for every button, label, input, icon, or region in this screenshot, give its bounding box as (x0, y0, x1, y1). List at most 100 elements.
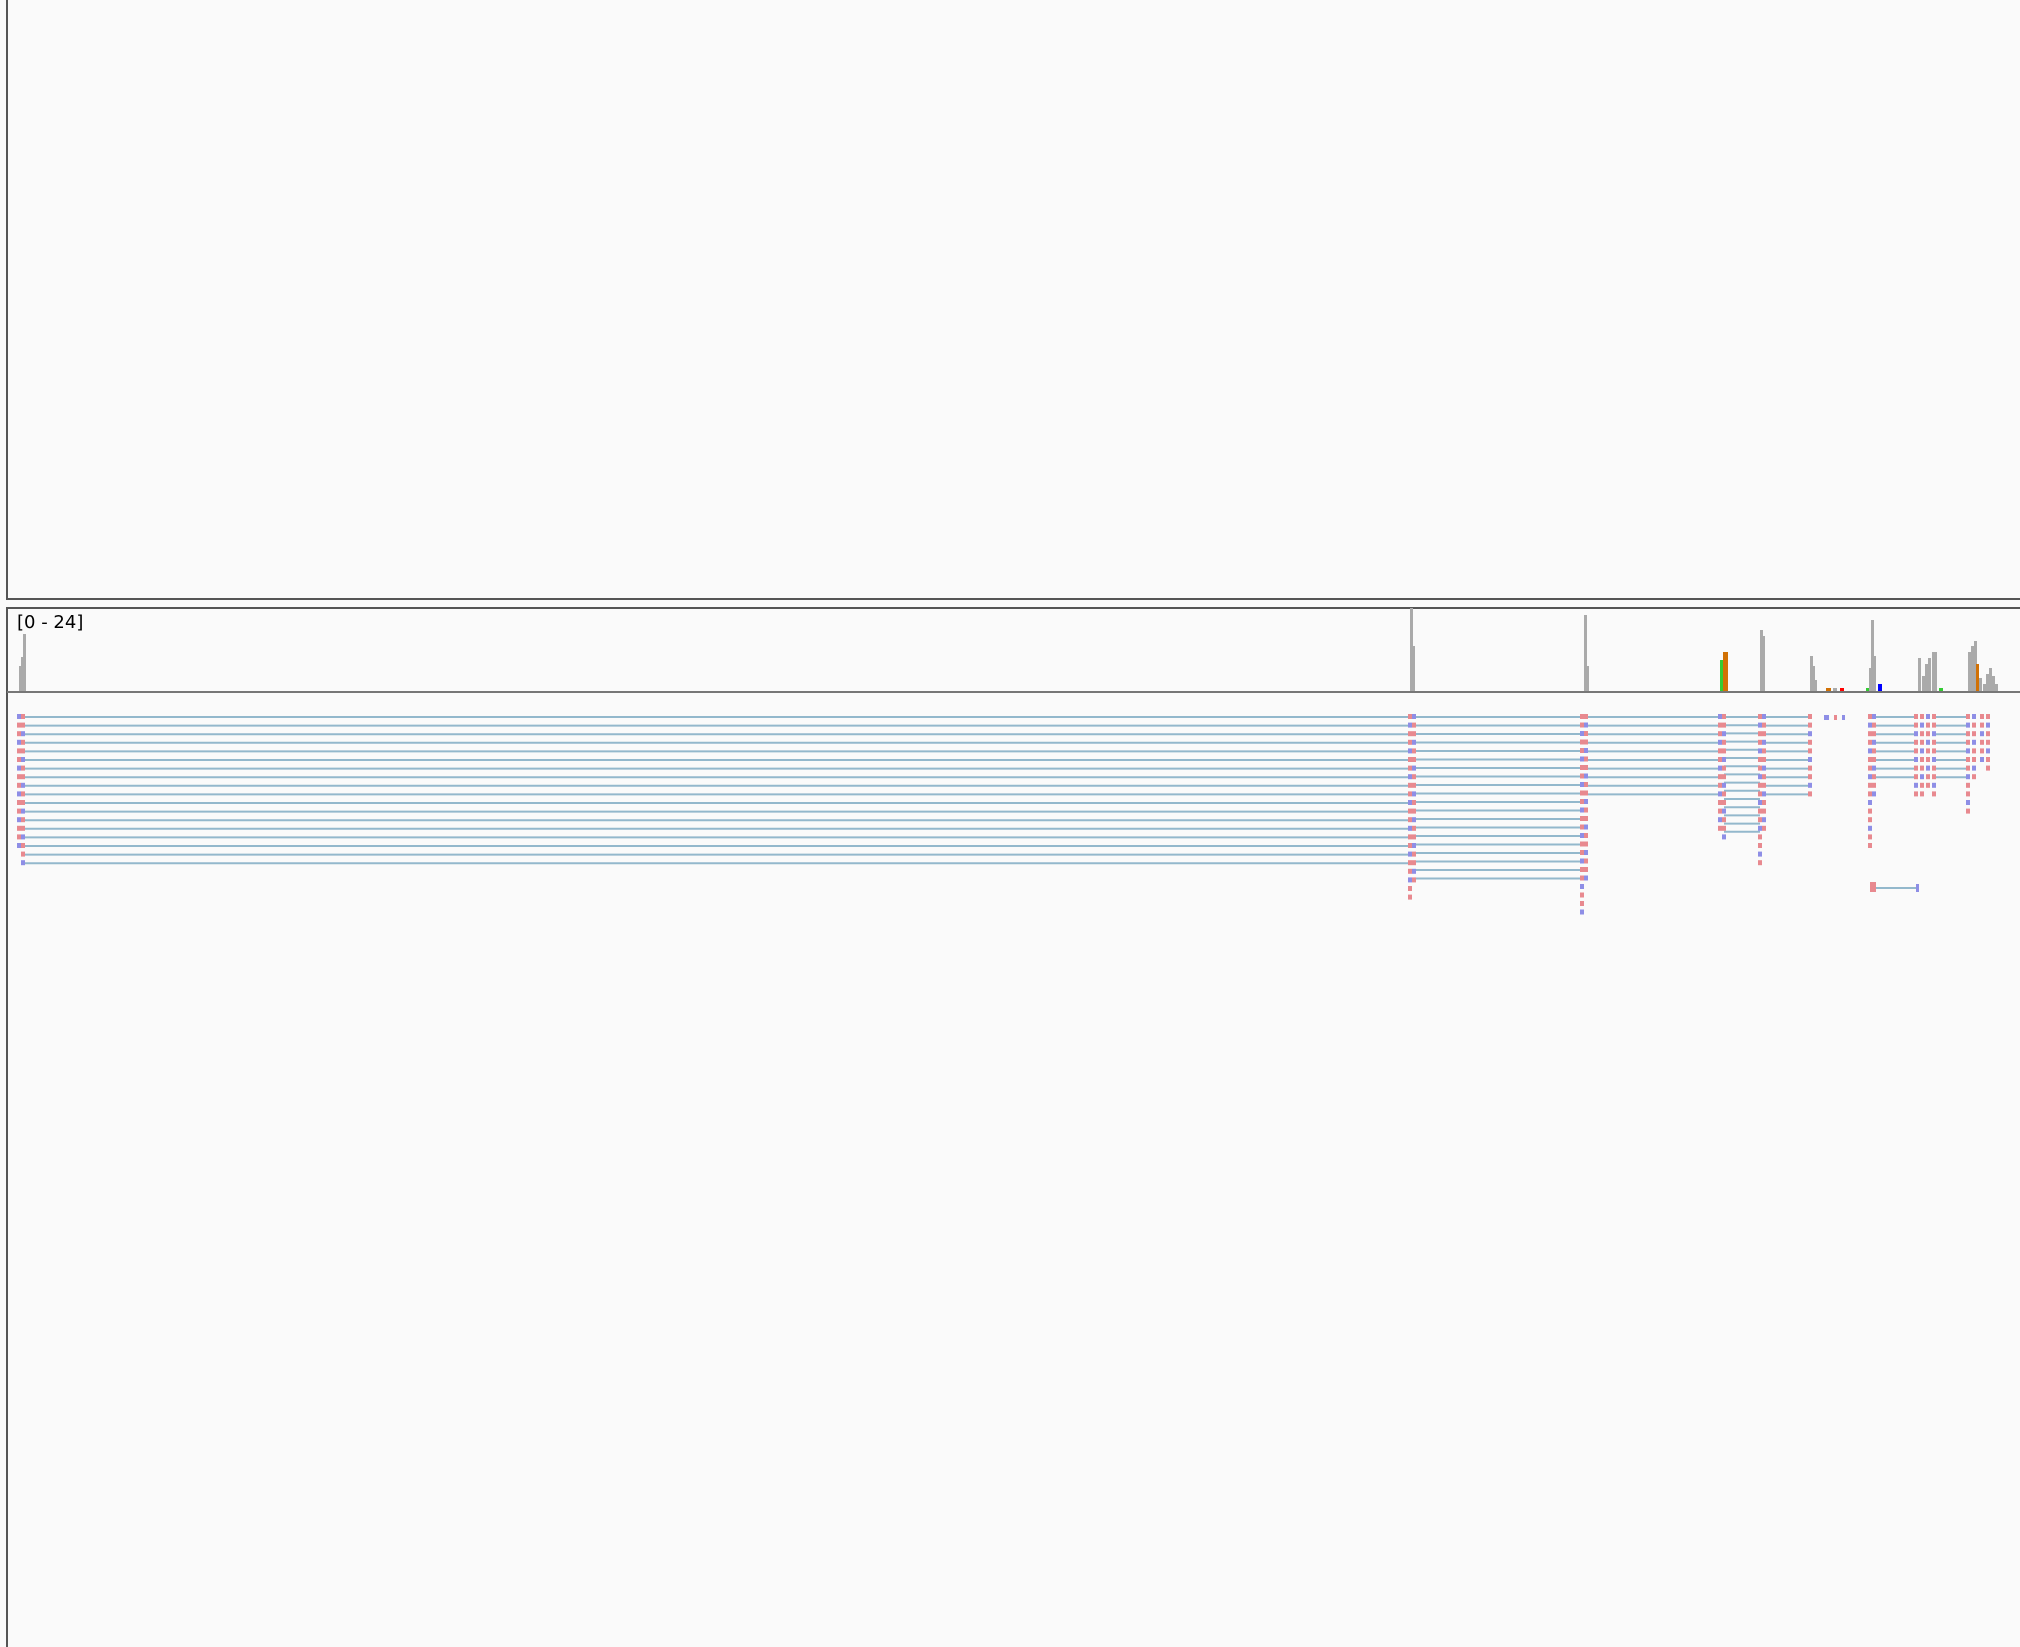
read-segment[interactable] (21, 834, 25, 840)
read-segment[interactable] (1920, 731, 1924, 737)
read-segment[interactable] (1868, 782, 1872, 788)
read-segment[interactable] (1722, 800, 1726, 805)
coverage-bar[interactable] (1763, 636, 1765, 691)
read-segment[interactable] (1412, 843, 1416, 848)
read-segment[interactable] (1408, 851, 1412, 857)
coverage-bar[interactable] (1989, 668, 1992, 691)
read-segment[interactable] (1584, 782, 1588, 787)
read-segment[interactable] (1580, 850, 1584, 855)
read-segment[interactable] (1408, 834, 1412, 840)
coverage-bar[interactable] (1878, 684, 1882, 691)
read-segment[interactable] (1808, 757, 1812, 762)
coverage-bar[interactable] (1815, 680, 1817, 691)
read-segment[interactable] (1412, 817, 1416, 823)
read-segment[interactable] (1986, 722, 1990, 728)
read-segment[interactable] (1758, 748, 1762, 754)
read-segment[interactable] (1966, 808, 1970, 814)
read-segment[interactable] (1408, 843, 1412, 848)
coverage-bar[interactable] (1928, 658, 1931, 691)
read-segment[interactable] (1722, 765, 1726, 771)
read-segment[interactable] (1920, 739, 1924, 745)
coverage-bar[interactable] (1922, 676, 1925, 691)
read-segment[interactable] (1872, 782, 1876, 788)
coverage-bar[interactable] (1760, 630, 1763, 691)
read-segment[interactable] (1762, 731, 1766, 737)
coverage-bar[interactable] (1918, 658, 1921, 691)
read-segment[interactable] (21, 843, 25, 848)
read-segment[interactable] (1872, 714, 1876, 719)
read-segment[interactable] (1966, 765, 1970, 771)
read-segment[interactable] (1980, 739, 1984, 745)
read-segment[interactable] (1408, 757, 1412, 762)
read-segment[interactable] (1584, 773, 1588, 779)
read-segment[interactable] (1722, 825, 1726, 831)
read-segment[interactable] (17, 791, 21, 797)
read-segment[interactable] (1408, 894, 1412, 900)
read-segment[interactable] (21, 739, 25, 745)
read-segment[interactable] (1762, 765, 1766, 771)
read-segment[interactable] (1972, 714, 1976, 719)
read-segment[interactable] (1868, 843, 1872, 848)
read-segment[interactable] (1762, 774, 1766, 780)
read-segment[interactable] (1762, 808, 1766, 814)
read-segment[interactable] (1584, 731, 1588, 736)
read-segment[interactable] (1914, 731, 1918, 737)
read-segment[interactable] (1808, 739, 1812, 745)
read-segment[interactable] (1408, 765, 1412, 771)
read-segment[interactable] (1980, 714, 1984, 719)
read-segment[interactable] (1758, 825, 1762, 831)
read-segment[interactable] (1986, 757, 1990, 762)
read-segment[interactable] (1926, 731, 1930, 737)
read-segment[interactable] (1412, 877, 1416, 883)
coverage-track[interactable] (19, 608, 1998, 691)
read-segment[interactable] (1808, 722, 1812, 728)
coverage-bar[interactable] (1995, 684, 1998, 691)
read-segment[interactable] (1722, 782, 1726, 788)
read-segment[interactable] (1408, 800, 1412, 805)
read-segment[interactable] (1932, 739, 1936, 745)
read-segment[interactable] (1868, 731, 1872, 737)
read-segment[interactable] (1868, 825, 1872, 831)
read-segment[interactable] (1926, 714, 1930, 719)
read-segment[interactable] (1580, 714, 1584, 719)
coverage-bar[interactable] (1410, 608, 1413, 691)
read-segment[interactable] (1872, 757, 1876, 762)
read-segment[interactable] (1580, 884, 1584, 889)
read-segment[interactable] (1584, 799, 1588, 804)
read-segment[interactable] (1412, 808, 1416, 814)
read-segment[interactable] (1834, 715, 1837, 720)
read-segment[interactable] (1584, 739, 1588, 745)
read-segment[interactable] (1932, 714, 1936, 719)
read-segment[interactable] (1914, 782, 1918, 788)
coverage-bar[interactable] (1979, 678, 1982, 691)
read-segment[interactable] (1868, 774, 1872, 780)
read-segment[interactable] (1842, 715, 1845, 720)
read-segment[interactable] (1762, 722, 1766, 728)
read-segment[interactable] (1972, 774, 1976, 780)
read-segment[interactable] (1584, 858, 1588, 864)
read-segment[interactable] (1868, 765, 1872, 771)
read-segment[interactable] (1580, 756, 1584, 762)
coverage-bar[interactable] (1976, 664, 1979, 691)
read-segment[interactable] (1986, 739, 1990, 745)
read-segment[interactable] (1808, 774, 1812, 780)
read-segment[interactable] (1920, 791, 1924, 797)
coverage-bar[interactable] (1720, 660, 1723, 691)
read-segment[interactable] (1580, 901, 1584, 906)
read-segment[interactable] (1408, 817, 1412, 823)
read-segment[interactable] (1920, 722, 1924, 728)
read-segment[interactable] (17, 800, 21, 805)
read-segment[interactable] (1762, 791, 1766, 797)
read-segment[interactable] (1718, 791, 1722, 797)
read-segment[interactable] (1966, 722, 1970, 728)
read-segment[interactable] (1762, 800, 1766, 805)
read-segment[interactable] (1718, 722, 1722, 728)
read-segment[interactable] (1412, 868, 1416, 874)
read-segment[interactable] (1412, 731, 1416, 737)
read-segment[interactable] (1412, 774, 1416, 780)
read-segment[interactable] (1412, 851, 1416, 857)
read-segment[interactable] (1966, 757, 1970, 762)
read-segment[interactable] (1932, 757, 1936, 762)
read-segment[interactable] (1584, 816, 1588, 821)
read-segment[interactable] (1580, 722, 1584, 728)
